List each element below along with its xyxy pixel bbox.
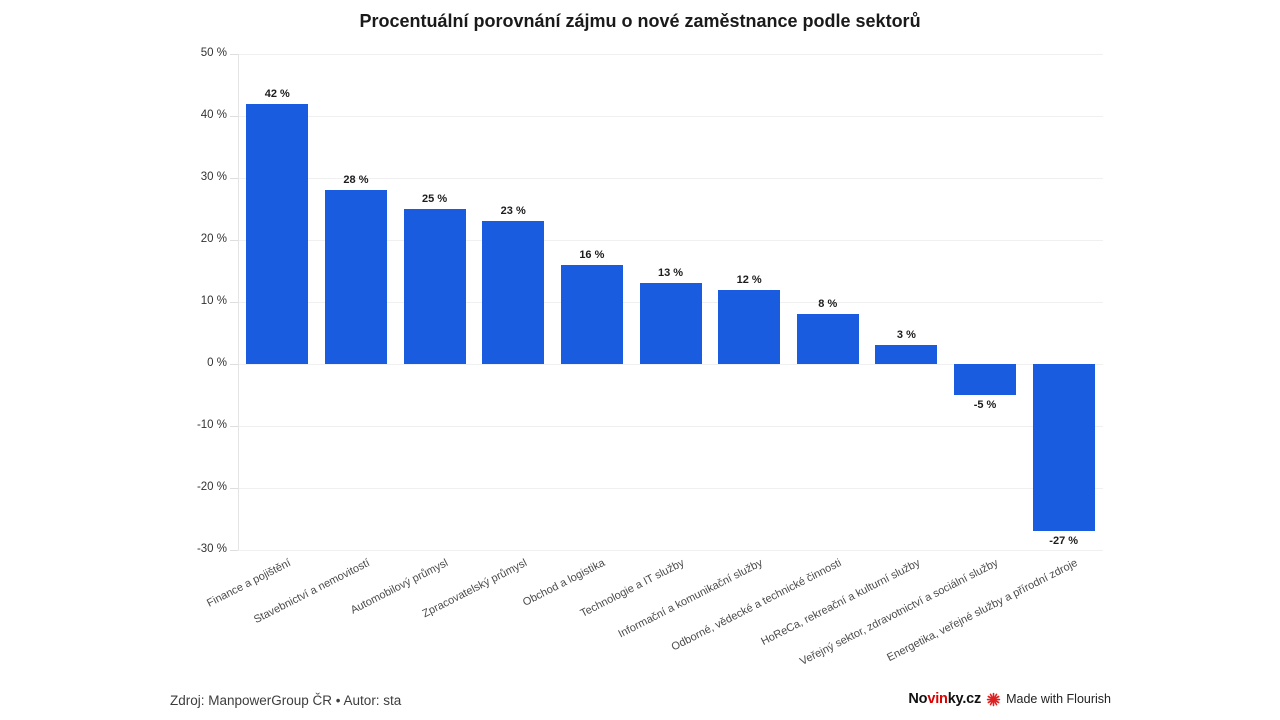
gridline xyxy=(238,54,1103,55)
y-axis-tick-label: 50 % xyxy=(200,47,227,59)
novinky-logo-text-red: vin xyxy=(927,691,948,707)
y-axis-tick xyxy=(230,54,238,55)
bar[interactable] xyxy=(639,283,702,364)
gridline xyxy=(238,488,1103,489)
bar[interactable] xyxy=(482,221,545,364)
gridline xyxy=(238,426,1103,427)
flourish-burst-icon xyxy=(986,692,1001,707)
bar-value-label: 12 % xyxy=(736,273,762,286)
y-axis-tick-label: 40 % xyxy=(200,109,227,121)
y-axis-tick-label: 0 % xyxy=(207,357,227,369)
bar[interactable] xyxy=(560,264,623,364)
y-axis-tick xyxy=(230,488,238,489)
bar-value-label: 8 % xyxy=(818,298,838,311)
y-axis-tick xyxy=(230,240,238,241)
y-axis-tick-label: 20 % xyxy=(200,233,227,245)
made-with-flourish-link[interactable]: Made with Flourish xyxy=(1006,692,1111,706)
gridline xyxy=(238,364,1103,365)
y-axis-tick xyxy=(230,550,238,551)
gridline xyxy=(238,550,1103,551)
bar[interactable] xyxy=(246,103,309,364)
bar-value-label: 25 % xyxy=(422,193,448,205)
bar[interactable] xyxy=(1032,364,1095,532)
novinky-logo-link[interactable]: Novinky.cz xyxy=(908,691,981,707)
novinky-logo-text: No xyxy=(908,691,928,707)
bar[interactable] xyxy=(796,314,859,364)
bar-value-label: -27 % xyxy=(1049,535,1079,548)
bar[interactable] xyxy=(718,289,781,364)
gridline xyxy=(238,178,1103,179)
y-axis-tick-label: -10 % xyxy=(196,419,227,431)
bar[interactable] xyxy=(324,190,387,364)
source-note: Zdroj: ManpowerGroup ČR • Autor: sta xyxy=(170,693,402,708)
bar[interactable] xyxy=(403,209,466,364)
y-axis-tick-label: 30 % xyxy=(200,171,227,183)
y-axis-tick xyxy=(230,364,238,365)
chart-title: Procentuální porovnání zájmu o nové zamě… xyxy=(359,11,921,31)
bar-value-label: -5 % xyxy=(973,399,997,411)
y-axis-tick xyxy=(230,116,238,117)
y-axis-tick xyxy=(230,426,238,427)
gridline xyxy=(238,116,1103,117)
bar-value-label: 23 % xyxy=(500,205,526,218)
y-axis-tick-label: -30 % xyxy=(196,543,227,555)
bar-value-label: 3 % xyxy=(896,329,916,342)
gridline xyxy=(238,240,1103,241)
x-axis-category-label: Informační a komunikační služby xyxy=(616,557,765,641)
bar-value-label: 16 % xyxy=(579,248,605,261)
bar-value-label: 13 % xyxy=(657,267,684,280)
bar-value-label: 28 % xyxy=(343,174,369,187)
bar[interactable] xyxy=(875,345,938,364)
y-axis-tick-label: 10 % xyxy=(200,295,227,307)
bar[interactable] xyxy=(954,364,1017,395)
y-axis-line xyxy=(238,54,239,550)
branding-row: Novinky.cz Made with F xyxy=(908,691,1111,707)
y-axis-tick xyxy=(230,178,238,179)
y-axis-tick xyxy=(230,302,238,303)
bar-value-label: 42 % xyxy=(264,87,290,100)
novinky-logo-text: ky.cz xyxy=(947,691,982,707)
y-axis-tick-label: -20 % xyxy=(196,481,227,493)
